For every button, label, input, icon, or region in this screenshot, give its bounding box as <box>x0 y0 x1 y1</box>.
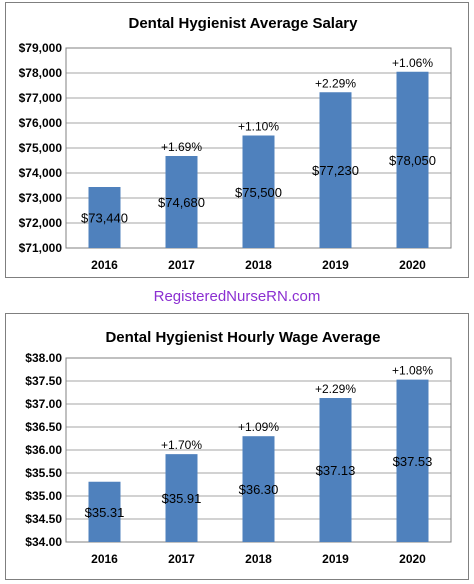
chart-2-category-label: 2019 <box>322 552 349 566</box>
chart-1-value-label: $77,230 <box>312 163 359 178</box>
chart-1-ytick-label: $78,000 <box>19 66 63 80</box>
chart-1-value-label: $74,680 <box>158 195 205 210</box>
chart-1-ytick-label: $72,000 <box>19 216 63 230</box>
chart-1-value-label: $75,500 <box>235 185 282 200</box>
chart-1-change-label: +1.10% <box>238 120 279 134</box>
chart-2-category-label: 2020 <box>399 552 426 566</box>
salary-chart: Dental Hygienist Average Salary $71,000 $7… <box>19 15 452 272</box>
chart-1-value-label: $73,440 <box>81 211 128 226</box>
chart-2-bar-2017 <box>165 454 198 542</box>
chart-1-bar-2018 <box>242 135 275 248</box>
chart-1-ytick-label: $79,000 <box>19 41 63 55</box>
chart-2-category-label: 2016 <box>91 552 118 566</box>
chart-1-change-label: +1.69% <box>161 140 202 154</box>
chart-1-value-label: $78,050 <box>389 153 436 168</box>
salary-chart-panel: Dental Hygienist Average Salary $71,000 $7… <box>5 2 469 278</box>
chart-2-change-label: +2.29% <box>315 382 356 396</box>
chart-2-ytick-label: $37.00 <box>25 397 62 411</box>
chart-1-ytick-label: $73,000 <box>19 191 63 205</box>
chart-2-ytick-label: $37.50 <box>25 374 62 388</box>
chart-1-category-label: 2017 <box>168 258 195 272</box>
chart-2-category-label: 2017 <box>168 552 195 566</box>
chart-2-bar-2018 <box>242 436 275 542</box>
chart-2-change-label: +1.70% <box>161 438 202 452</box>
chart-1-category-label: 2019 <box>322 258 349 272</box>
chart-2-value-label: $37.13 <box>316 463 356 478</box>
chart-1-change-label: +2.29% <box>315 76 356 90</box>
chart-1-ytick-label: $74,000 <box>19 166 63 180</box>
chart-1-bar-2016 <box>88 187 121 248</box>
chart-1-category-label: 2020 <box>399 258 426 272</box>
chart-2-category-label: 2018 <box>245 552 272 566</box>
chart-2-ytick-label: $34.50 <box>25 512 62 526</box>
hourly-wage-chart-panel: Dental Hygienist Hourly Wage Average $34.… <box>5 313 469 580</box>
hourly-wage-chart: Dental Hygienist Hourly Wage Average $34.… <box>25 329 452 566</box>
chart-2-bar-2016 <box>88 481 121 542</box>
chart-1-ytick-label: $76,000 <box>19 116 63 130</box>
chart-2-bar-2020 <box>396 379 429 542</box>
chart-2-ytick-label: $34.00 <box>25 535 62 549</box>
chart-1-category-label: 2016 <box>91 258 118 272</box>
chart-2-title: Dental Hygienist Hourly Wage Average <box>105 329 380 346</box>
chart-2-ytick-label: $35.50 <box>25 466 62 480</box>
chart-2-value-label: $37.53 <box>393 454 433 469</box>
chart-2-ytick-label: $35.00 <box>25 489 62 503</box>
chart-2-change-label: +1.08% <box>392 364 433 378</box>
chart-2-value-label: $35.91 <box>162 491 202 506</box>
chart-1-category-label: 2018 <box>245 258 272 272</box>
chart-1-ytick-label: $75,000 <box>19 141 63 155</box>
chart-1-bar-2020 <box>396 71 429 248</box>
chart-2-bar-2019 <box>319 398 352 542</box>
chart-1-bar-2019 <box>319 92 352 248</box>
chart-2-value-label: $36.30 <box>239 482 279 497</box>
chart-1-ytick-label: $71,000 <box>19 241 63 255</box>
chart-2-ytick-label: $38.00 <box>25 351 62 365</box>
chart-1-change-label: +1.06% <box>392 56 433 70</box>
chart-2-value-label: $35.31 <box>85 505 125 520</box>
chart-1-bar-2017 <box>165 156 198 248</box>
chart-1-title: Dental Hygienist Average Salary <box>129 15 359 32</box>
chart-2-change-label: +1.09% <box>238 420 279 434</box>
chart-2-ytick-label: $36.50 <box>25 420 62 434</box>
chart-1-ytick-label: $77,000 <box>19 91 63 105</box>
chart-2-ytick-label: $36.00 <box>25 443 62 457</box>
site-label: RegisteredNurseRN.com <box>153 288 321 305</box>
